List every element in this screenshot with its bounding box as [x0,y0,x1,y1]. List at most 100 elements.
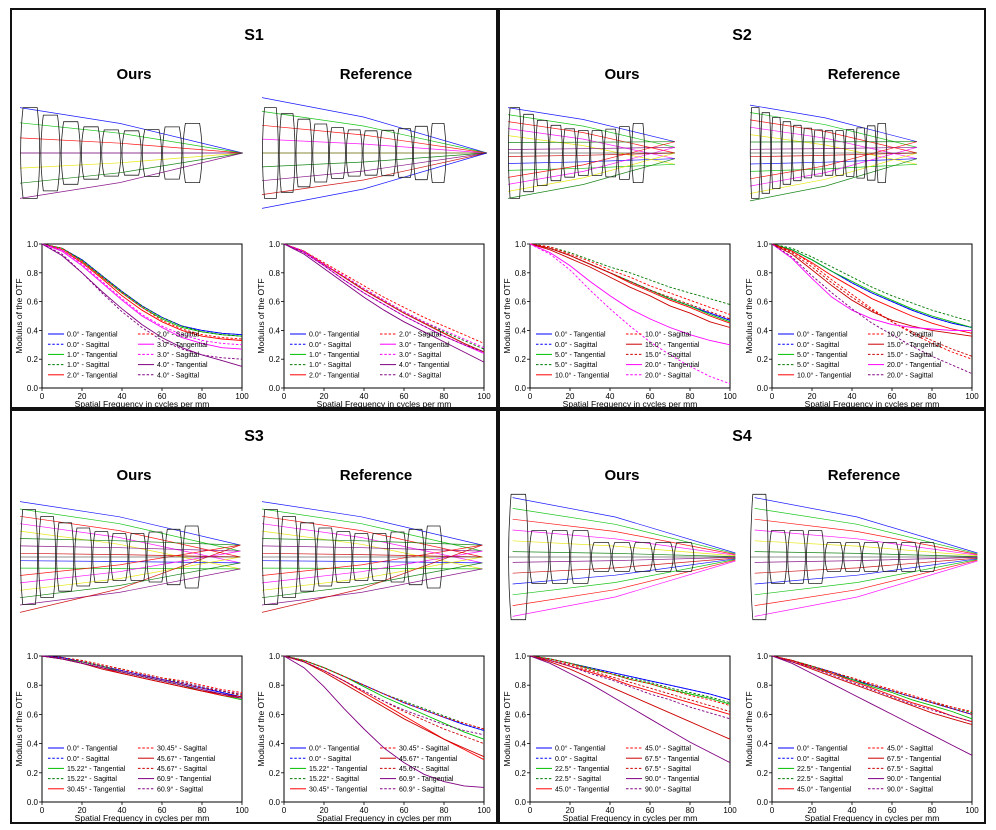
x-tick-label: 0 [770,806,775,815]
lens-element-1-2 [295,118,313,188]
optics-ray-5-14 [261,568,483,606]
lens-element-3-7 [823,130,835,176]
legend-entry-1-9: 4.0° - Sagittal [399,371,442,379]
y-tick-label: 0.4 [27,326,39,335]
y-tick-label: 1.0 [515,652,527,661]
lens-element-6-4 [591,542,612,572]
series-line-2-5 [529,243,731,316]
legend-entry-6-8: 90.0° - Tangential [645,775,700,783]
x-axis-label: Spatial Frequency in cycles per mm [75,399,210,409]
lens-element-7-6 [861,542,881,572]
series-line-0-4 [41,243,243,341]
legend-entry-7-0: 0.0° - Tangential [797,745,848,753]
legend-entry-1-1: 0.0° - Sagittal [309,341,352,349]
optics-ray-6-0 [512,497,736,554]
lens-element-1-1 [278,113,296,193]
x-tick-label: 80 [686,392,695,401]
x-tick-label: 60 [158,392,167,401]
legend-entry-3-6: 15.0° - Tangential [887,341,942,349]
lens-element-0-7 [162,126,183,180]
y-tick-label: 0.6 [515,710,527,719]
optics-ray-4-15 [19,544,241,613]
y-axis-label: Modulus of the OTF [14,691,24,766]
x-tick-label: 20 [566,392,575,401]
lens-element-0-2 [60,121,81,185]
plot-area-6 [529,655,731,803]
optics-ray-6-7 [512,557,736,574]
ours-label: Ours [116,66,151,83]
legend-entry-3-7: 15.0° - Sagittal [887,351,933,359]
x-tick-label: 100 [235,806,249,815]
optics-ray-4-14 [19,568,241,606]
legend-entry-7-9: 90.0° - Sagittal [887,785,933,793]
y-tick-label: 0.2 [757,769,769,778]
x-tick-label: 100 [235,392,249,401]
x-tick-label: 40 [360,806,369,815]
panel-title: S2 [732,27,752,44]
plot-area-3 [771,243,973,389]
series-line-4-5 [41,655,243,693]
x-tick-label: 20 [78,392,87,401]
x-axis-label: Spatial Frequency in cycles per mm [317,813,452,823]
lens-element-7-1 [768,530,788,584]
ours-label: Ours [604,467,639,484]
series-line-0-5 [41,243,243,340]
x-axis-label: Spatial Frequency in cycles per mm [563,399,698,409]
lens-element-3-5 [802,127,814,179]
lens-element-0-1 [40,114,61,192]
legend-entry-3-2: 5.0° - Tangential [797,351,848,359]
legend-entry-7-1: 0.0° - Sagittal [797,755,840,763]
x-tick-label: 100 [965,806,979,815]
x-tick-label: 60 [646,392,655,401]
panel-title: S4 [732,428,752,445]
lens-element-0-0 [20,107,41,199]
y-tick-label: 0.4 [757,326,769,335]
legend-entry-2-2: 5.0° - Tangential [555,351,606,359]
series-line-2-9 [529,243,731,385]
y-tick-label: 0.4 [757,740,769,749]
legend-entry-1-5: 2.0° - Sagittal [399,331,442,339]
legend-entry-0-3: 1.0° - Sagittal [67,361,110,369]
legend-entry-2-0: 0.0° - Tangential [555,331,606,339]
x-tick-label: 40 [848,392,857,401]
y-tick-label: 0.2 [515,769,527,778]
optics-ray-0-2 [19,137,243,154]
lens-element-1-3 [312,123,330,183]
legend-entry-4-6: 45.67° - Tangential [157,755,216,763]
legend-entry-0-5: 2.0° - Sagittal [157,331,200,339]
x-tick-label: 20 [808,392,817,401]
legend-entry-4-0: 0.0° - Tangential [67,745,118,753]
legend-entry-6-4: 45.0° - Tangential [555,785,610,793]
legend-entry-3-0: 0.0° - Tangential [797,331,848,339]
series-line-3-2 [771,243,973,328]
legend-entry-4-2: 15.22° - Tangential [67,765,126,773]
legend-entry-0-9: 4.0° - Sagittal [157,371,200,379]
y-tick-label: 0.4 [269,326,281,335]
legend-entry-7-3: 22.5° - Sagittal [797,775,843,783]
series-line-3-6 [771,243,973,337]
y-axis-label: Modulus of the OTF [502,691,512,766]
legend-entry-2-8: 20.0° - Tangential [645,361,700,369]
optics-ray-4-1 [19,508,241,552]
lens-element-3-2 [770,117,782,189]
series-line-1-7 [283,243,485,349]
series-line-6-7 [529,655,731,712]
y-axis-label: Modulus of the OTF [744,691,754,766]
series-line-3-4 [771,243,973,334]
legend-entry-3-3: 5.0° - Sagittal [797,361,840,369]
x-tick-label: 0 [40,806,45,815]
legend-entry-3-4: 10.0° - Tangential [797,371,852,379]
x-tick-label: 80 [440,806,449,815]
x-tick-label: 0 [40,392,45,401]
lens-element-5-7 [388,531,407,583]
legend-entry-0-2: 1.0° - Tangential [67,351,118,359]
legend-entry-2-1: 0.0° - Sagittal [555,341,598,349]
series-line-7-7 [771,655,973,715]
series-line-2-8 [529,243,731,346]
legend-entry-5-5: 30.45° - Sagittal [399,745,449,753]
lens-element-3-4 [792,124,803,182]
optics-ray-5-15 [261,544,483,613]
optics-ray-7-2 [754,518,978,555]
lens-element-4-1 [38,516,57,598]
optics-ray-0-4 [19,152,243,169]
